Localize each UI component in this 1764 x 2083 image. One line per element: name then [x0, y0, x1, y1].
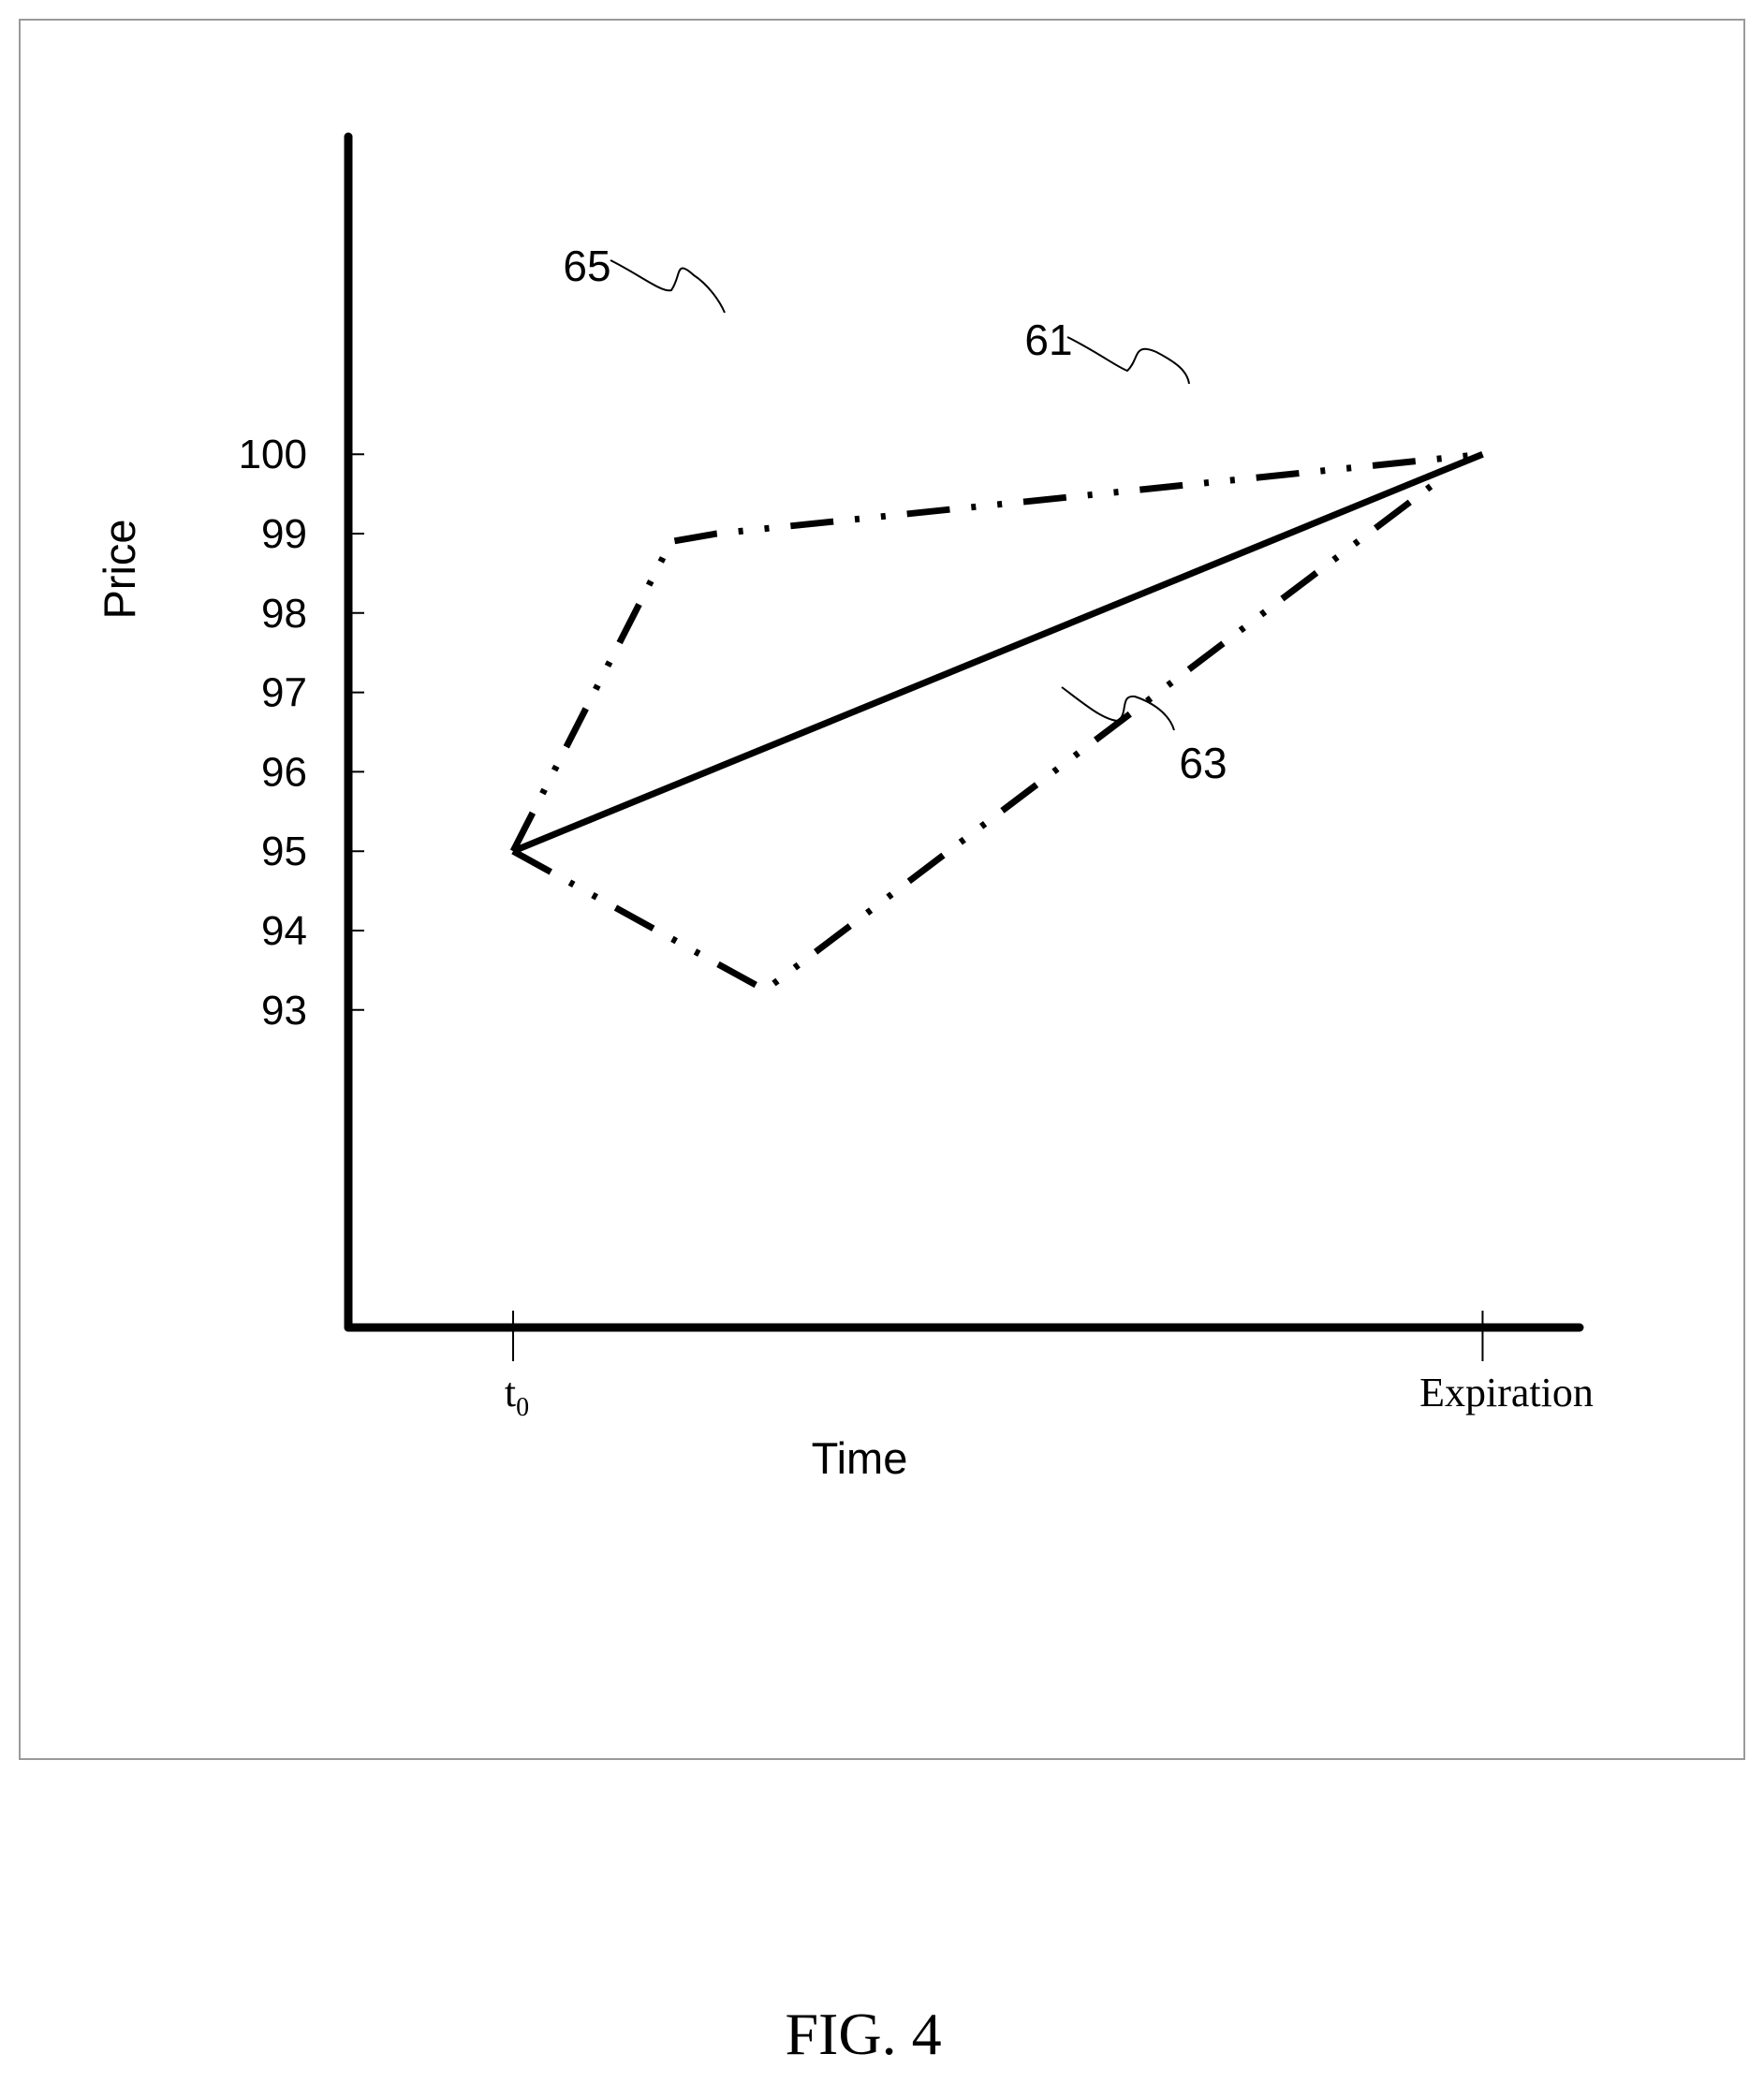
y-tick-label-97: 97 — [261, 670, 307, 716]
y-tick-label-96: 96 — [261, 749, 307, 795]
x-axis-title: Time — [812, 1433, 908, 1483]
y-tick-label-100: 100 — [239, 432, 307, 477]
y-tick-label-93: 93 — [261, 988, 307, 1034]
y-axis-title: Price — [95, 519, 144, 619]
series-65-line — [509, 450, 1483, 853]
y-tick-label-94: 94 — [261, 908, 307, 954]
leader-line-63 — [1061, 686, 1175, 731]
y-tick-label-99: 99 — [261, 511, 307, 557]
figure-label: FIG. 4 — [785, 2001, 941, 2067]
series-61-line — [511, 450, 1484, 855]
series-layer — [509, 450, 1484, 994]
leader-line-61 — [1066, 336, 1190, 385]
series-63-line — [511, 483, 1433, 994]
figure-frame — [19, 19, 1745, 1760]
x-tick-label-expiration: Expiration — [1419, 1370, 1594, 1416]
axis-layer — [344, 132, 1584, 1332]
leader-layer — [610, 259, 1190, 731]
ref-label-61: 61 — [1024, 315, 1072, 364]
x-tick-label-t0-subscript: 0 — [516, 1393, 529, 1422]
x-tick-label-t0-base: t — [505, 1370, 516, 1416]
ref-label-65: 65 — [563, 242, 610, 290]
x-tick-label-t0: t0 — [505, 1370, 529, 1422]
ref-label-63: 63 — [1179, 739, 1227, 787]
y-tick-label-95: 95 — [261, 829, 307, 874]
leader-line-65 — [610, 259, 726, 314]
tick-layer: 100 99 98 97 96 95 94 93 — [239, 432, 1484, 1361]
y-tick-label-98: 98 — [261, 591, 307, 637]
